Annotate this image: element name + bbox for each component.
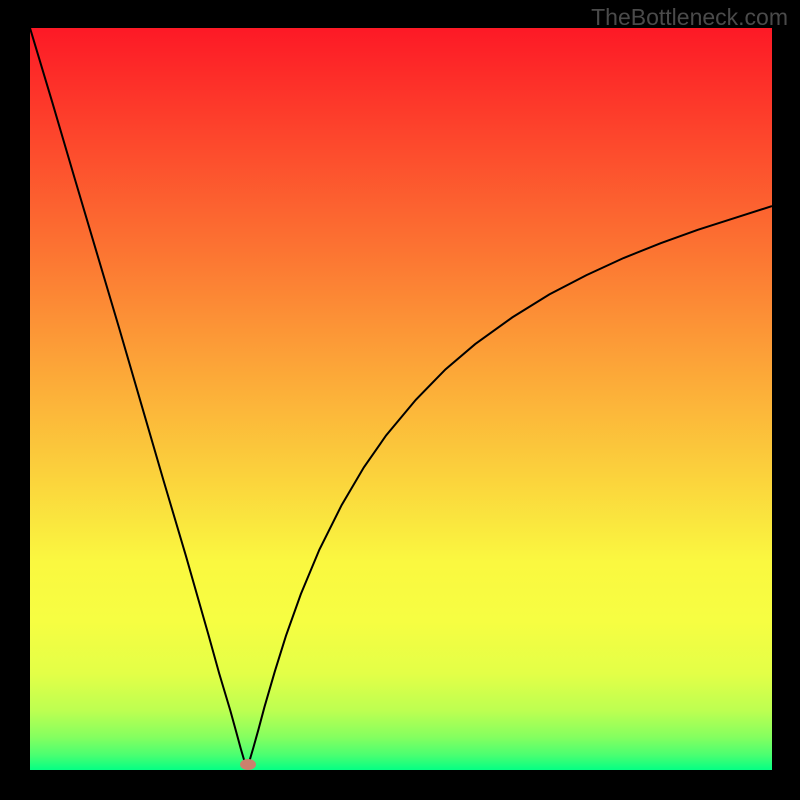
bottleneck-curve bbox=[30, 28, 772, 770]
plot-area bbox=[30, 28, 772, 770]
watermark-text: TheBottleneck.com bbox=[591, 4, 788, 31]
optimum-marker bbox=[240, 759, 256, 770]
